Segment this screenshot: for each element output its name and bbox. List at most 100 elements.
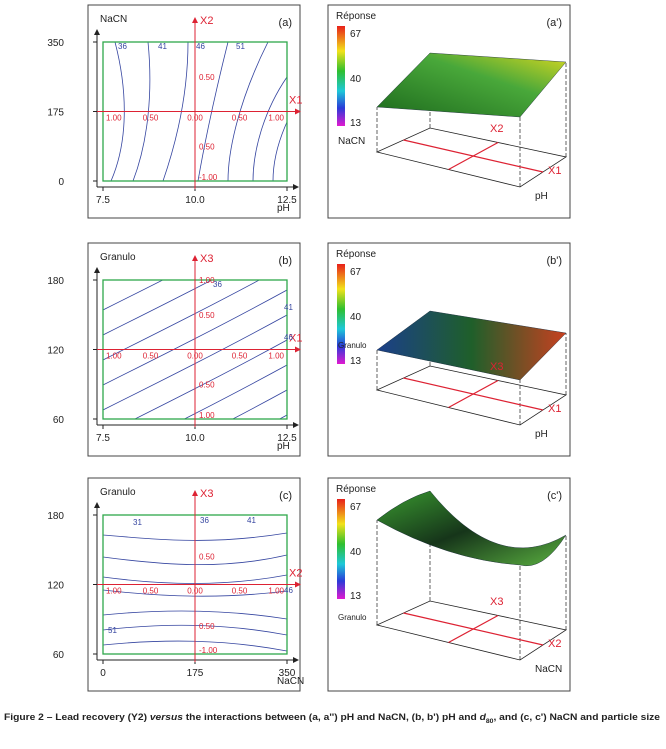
contour-line <box>103 314 287 411</box>
contour-line <box>103 280 213 336</box>
contours <box>103 532 287 652</box>
y-tick-label: 180 <box>47 511 64 522</box>
coded-label: 0.50 <box>232 114 248 123</box>
coded-axis-name: X3 <box>490 361 503 373</box>
contour-label: 36 <box>200 516 209 525</box>
x-tick-label: 12.5 <box>277 433 297 444</box>
panel-frame <box>327 477 571 692</box>
x-tick-label: 7.5 <box>96 195 110 206</box>
coded-label: 0.00 <box>187 114 203 123</box>
coded-label: 0.50 <box>143 587 159 596</box>
panel-label: (a') <box>546 17 562 29</box>
y-tick-label: 60 <box>53 415 65 426</box>
scale-label: 40 <box>350 547 362 558</box>
y-tick-label: 60 <box>53 650 65 661</box>
coded-axis-name: X3 <box>200 253 213 265</box>
coded-label: 1.00 <box>268 352 284 361</box>
x-tick-label: 7.5 <box>96 433 110 444</box>
contour-line <box>252 76 287 181</box>
contour-line <box>227 42 269 181</box>
scale-label: 67 <box>350 267 362 278</box>
contour-line <box>103 289 287 386</box>
coded-axis-name: X1 <box>289 333 302 345</box>
y-axis-label: Granulo <box>100 487 136 498</box>
coded-label: 1.00 <box>199 276 215 285</box>
contour-line <box>103 280 164 311</box>
caption-part: the interactions between (a, a'') pH and… <box>183 712 480 722</box>
contour-label: 46 <box>196 42 205 51</box>
contour-line <box>103 640 287 652</box>
caption-part: 80 <box>486 719 494 725</box>
coded-axis-name: X2 <box>200 15 213 27</box>
coded-axis-name: X2 <box>548 638 561 650</box>
coded-label: 1.00 <box>199 411 215 420</box>
scale-label: 67 <box>350 29 362 40</box>
coded-label: -1.00 <box>199 646 218 655</box>
contour-label: 51 <box>108 626 117 635</box>
coded-label: 0.50 <box>143 352 159 361</box>
coded-axis-name: X3 <box>200 488 213 500</box>
coded-axis-name: X3 <box>490 596 503 608</box>
x-tick-label: 350 <box>279 668 296 679</box>
panel-label: (b') <box>546 255 562 267</box>
x-axis-label: NaCN <box>277 676 304 687</box>
panel-frame <box>327 4 571 219</box>
x-tick-label: 12.5 <box>277 195 297 206</box>
color-bar <box>337 264 345 364</box>
dimension-label: pH <box>535 429 548 440</box>
coded-label: 1.00 <box>268 114 284 123</box>
dimension-label: NaCN <box>535 664 562 675</box>
coded-axis-base <box>448 614 499 644</box>
contour-label: 46 <box>284 333 293 342</box>
y-tick-label: 350 <box>47 38 64 49</box>
contour-line <box>197 42 229 181</box>
coded-axis-base <box>448 141 499 171</box>
y-tick-label: 180 <box>47 276 64 287</box>
contour-label: 41 <box>284 303 293 312</box>
x-axis-label: pH <box>277 441 290 452</box>
legend-title: Réponse <box>336 484 376 495</box>
contour-label: 41 <box>247 516 256 525</box>
legend-title: Réponse <box>336 249 376 260</box>
dimension-label: pH <box>535 191 548 202</box>
coded-label: 0.50 <box>199 73 215 82</box>
coded-label: 0.50 <box>199 142 215 151</box>
y-tick-label: 120 <box>47 346 64 357</box>
coded-axis-name: X1 <box>289 95 302 107</box>
color-bar <box>337 499 345 599</box>
caption-part: versus <box>150 712 183 722</box>
coded-label: 1.00 <box>106 352 122 361</box>
x-tick-label: 0 <box>100 668 106 679</box>
contour-line <box>103 574 287 584</box>
contour-line <box>103 280 261 361</box>
color-bar <box>337 26 345 126</box>
coded-label: 0.50 <box>143 114 159 123</box>
contour-line <box>134 339 287 419</box>
x-axis-label: pH <box>277 203 290 214</box>
y-tick-label: 175 <box>47 108 64 119</box>
scale-label: 67 <box>350 502 362 513</box>
coded-label: 0.50 <box>232 587 248 596</box>
x-tick-label: 10.0 <box>185 195 205 206</box>
scale-label: 40 <box>350 74 362 85</box>
caption-part: Figure 2 – Lead recovery (Y2) <box>4 712 150 722</box>
contour-label: 41 <box>158 42 167 51</box>
scale-label: 40 <box>350 312 362 323</box>
coded-axis-name: X2 <box>289 568 302 580</box>
y-axis-label: NaCN <box>100 14 127 25</box>
scale-label: 13 <box>350 356 362 367</box>
response-surface <box>376 490 567 567</box>
y-tick-label: 0 <box>58 177 64 188</box>
y-tick-label: 120 <box>47 581 64 592</box>
coded-label: 0.50 <box>199 622 215 631</box>
legend-title: Réponse <box>336 11 376 22</box>
contour-line <box>110 42 125 181</box>
contour-label: 51 <box>236 42 245 51</box>
contour-line <box>272 121 287 181</box>
contour-label: 46 <box>284 586 293 595</box>
contours <box>110 42 287 181</box>
scale-label: 13 <box>350 591 362 602</box>
contour-line <box>103 610 287 620</box>
contour-label: 36 <box>118 42 127 51</box>
